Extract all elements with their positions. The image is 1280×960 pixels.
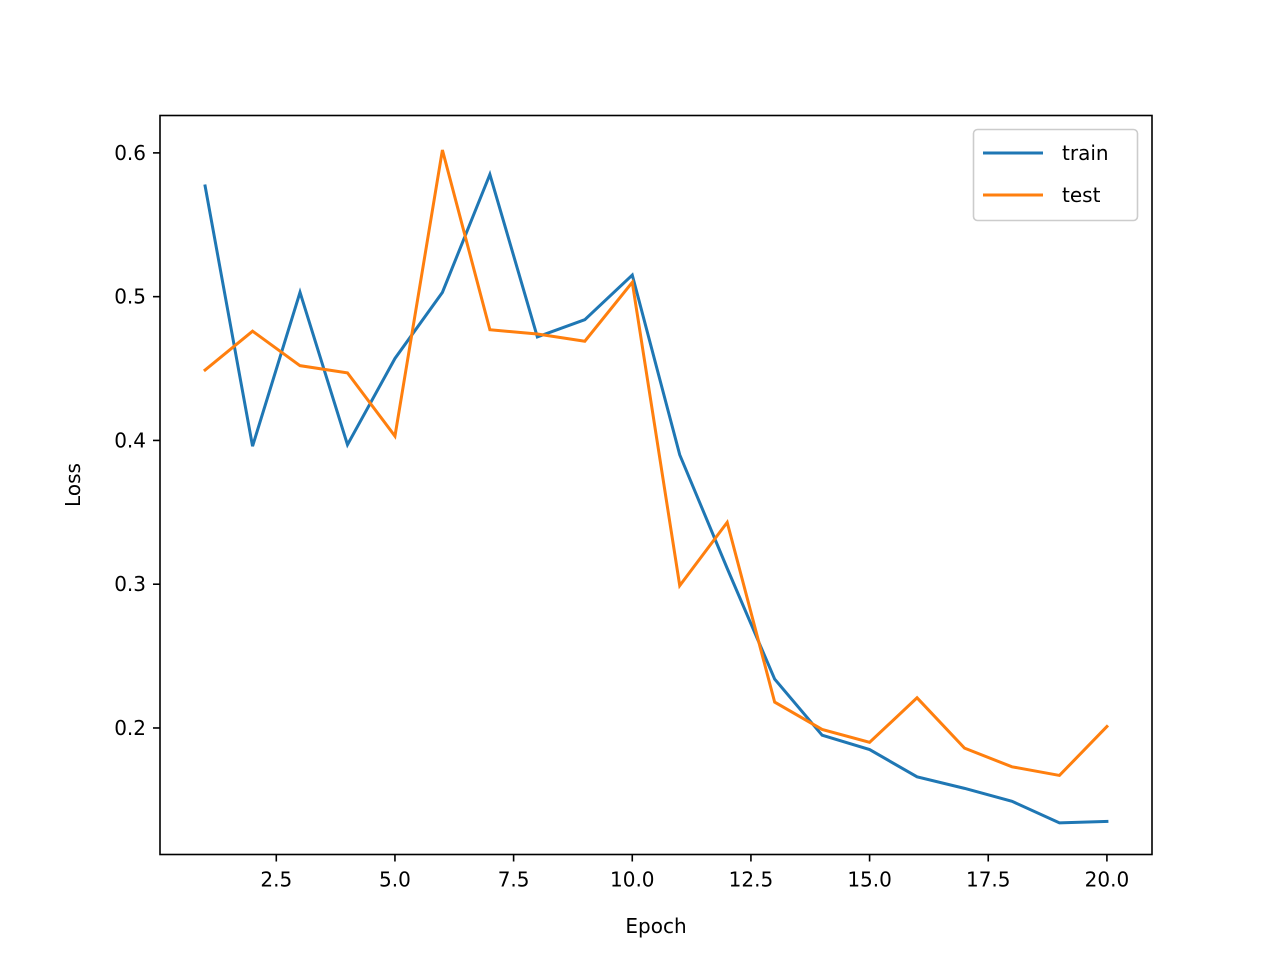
legend-label-train: train	[1062, 141, 1109, 165]
x-tick-label: 17.5	[966, 868, 1011, 892]
series-line-test	[202, 149, 1110, 778]
x-tick-label: 7.5	[498, 868, 530, 892]
series-layer	[202, 149, 1110, 825]
x-axis-title: Epoch	[625, 914, 686, 938]
x-tick-label: 2.5	[260, 868, 292, 892]
plot-area	[160, 115, 1152, 855]
series-line-train	[203, 169, 1109, 825]
x-tick-label: 5.0	[379, 868, 411, 892]
y-tick-label: 0.3	[114, 572, 146, 596]
legend: train test	[972, 128, 1139, 222]
y-tick-label: 0.5	[114, 285, 146, 309]
y-axis-title: Loss	[61, 463, 85, 507]
legend-box	[972, 128, 1139, 222]
x-tick-label: 12.5	[729, 868, 774, 892]
plot-frame	[159, 114, 1153, 856]
y-tick-label: 0.2	[114, 716, 146, 740]
y-tick-label: 0.4	[114, 428, 146, 452]
x-tick-label: 15.0	[847, 868, 892, 892]
x-axis: 2.5 5.0 7.5 10.0 12.5 15.0 17.5 20.0	[260, 854, 1130, 892]
legend-label-test: test	[1062, 183, 1101, 207]
x-tick-label: 10.0	[610, 868, 655, 892]
x-tick-label: 20.0	[1085, 868, 1130, 892]
y-axis: 0.2 0.3 0.4 0.5 0.6	[114, 141, 160, 740]
y-tick-label: 0.6	[114, 141, 146, 165]
